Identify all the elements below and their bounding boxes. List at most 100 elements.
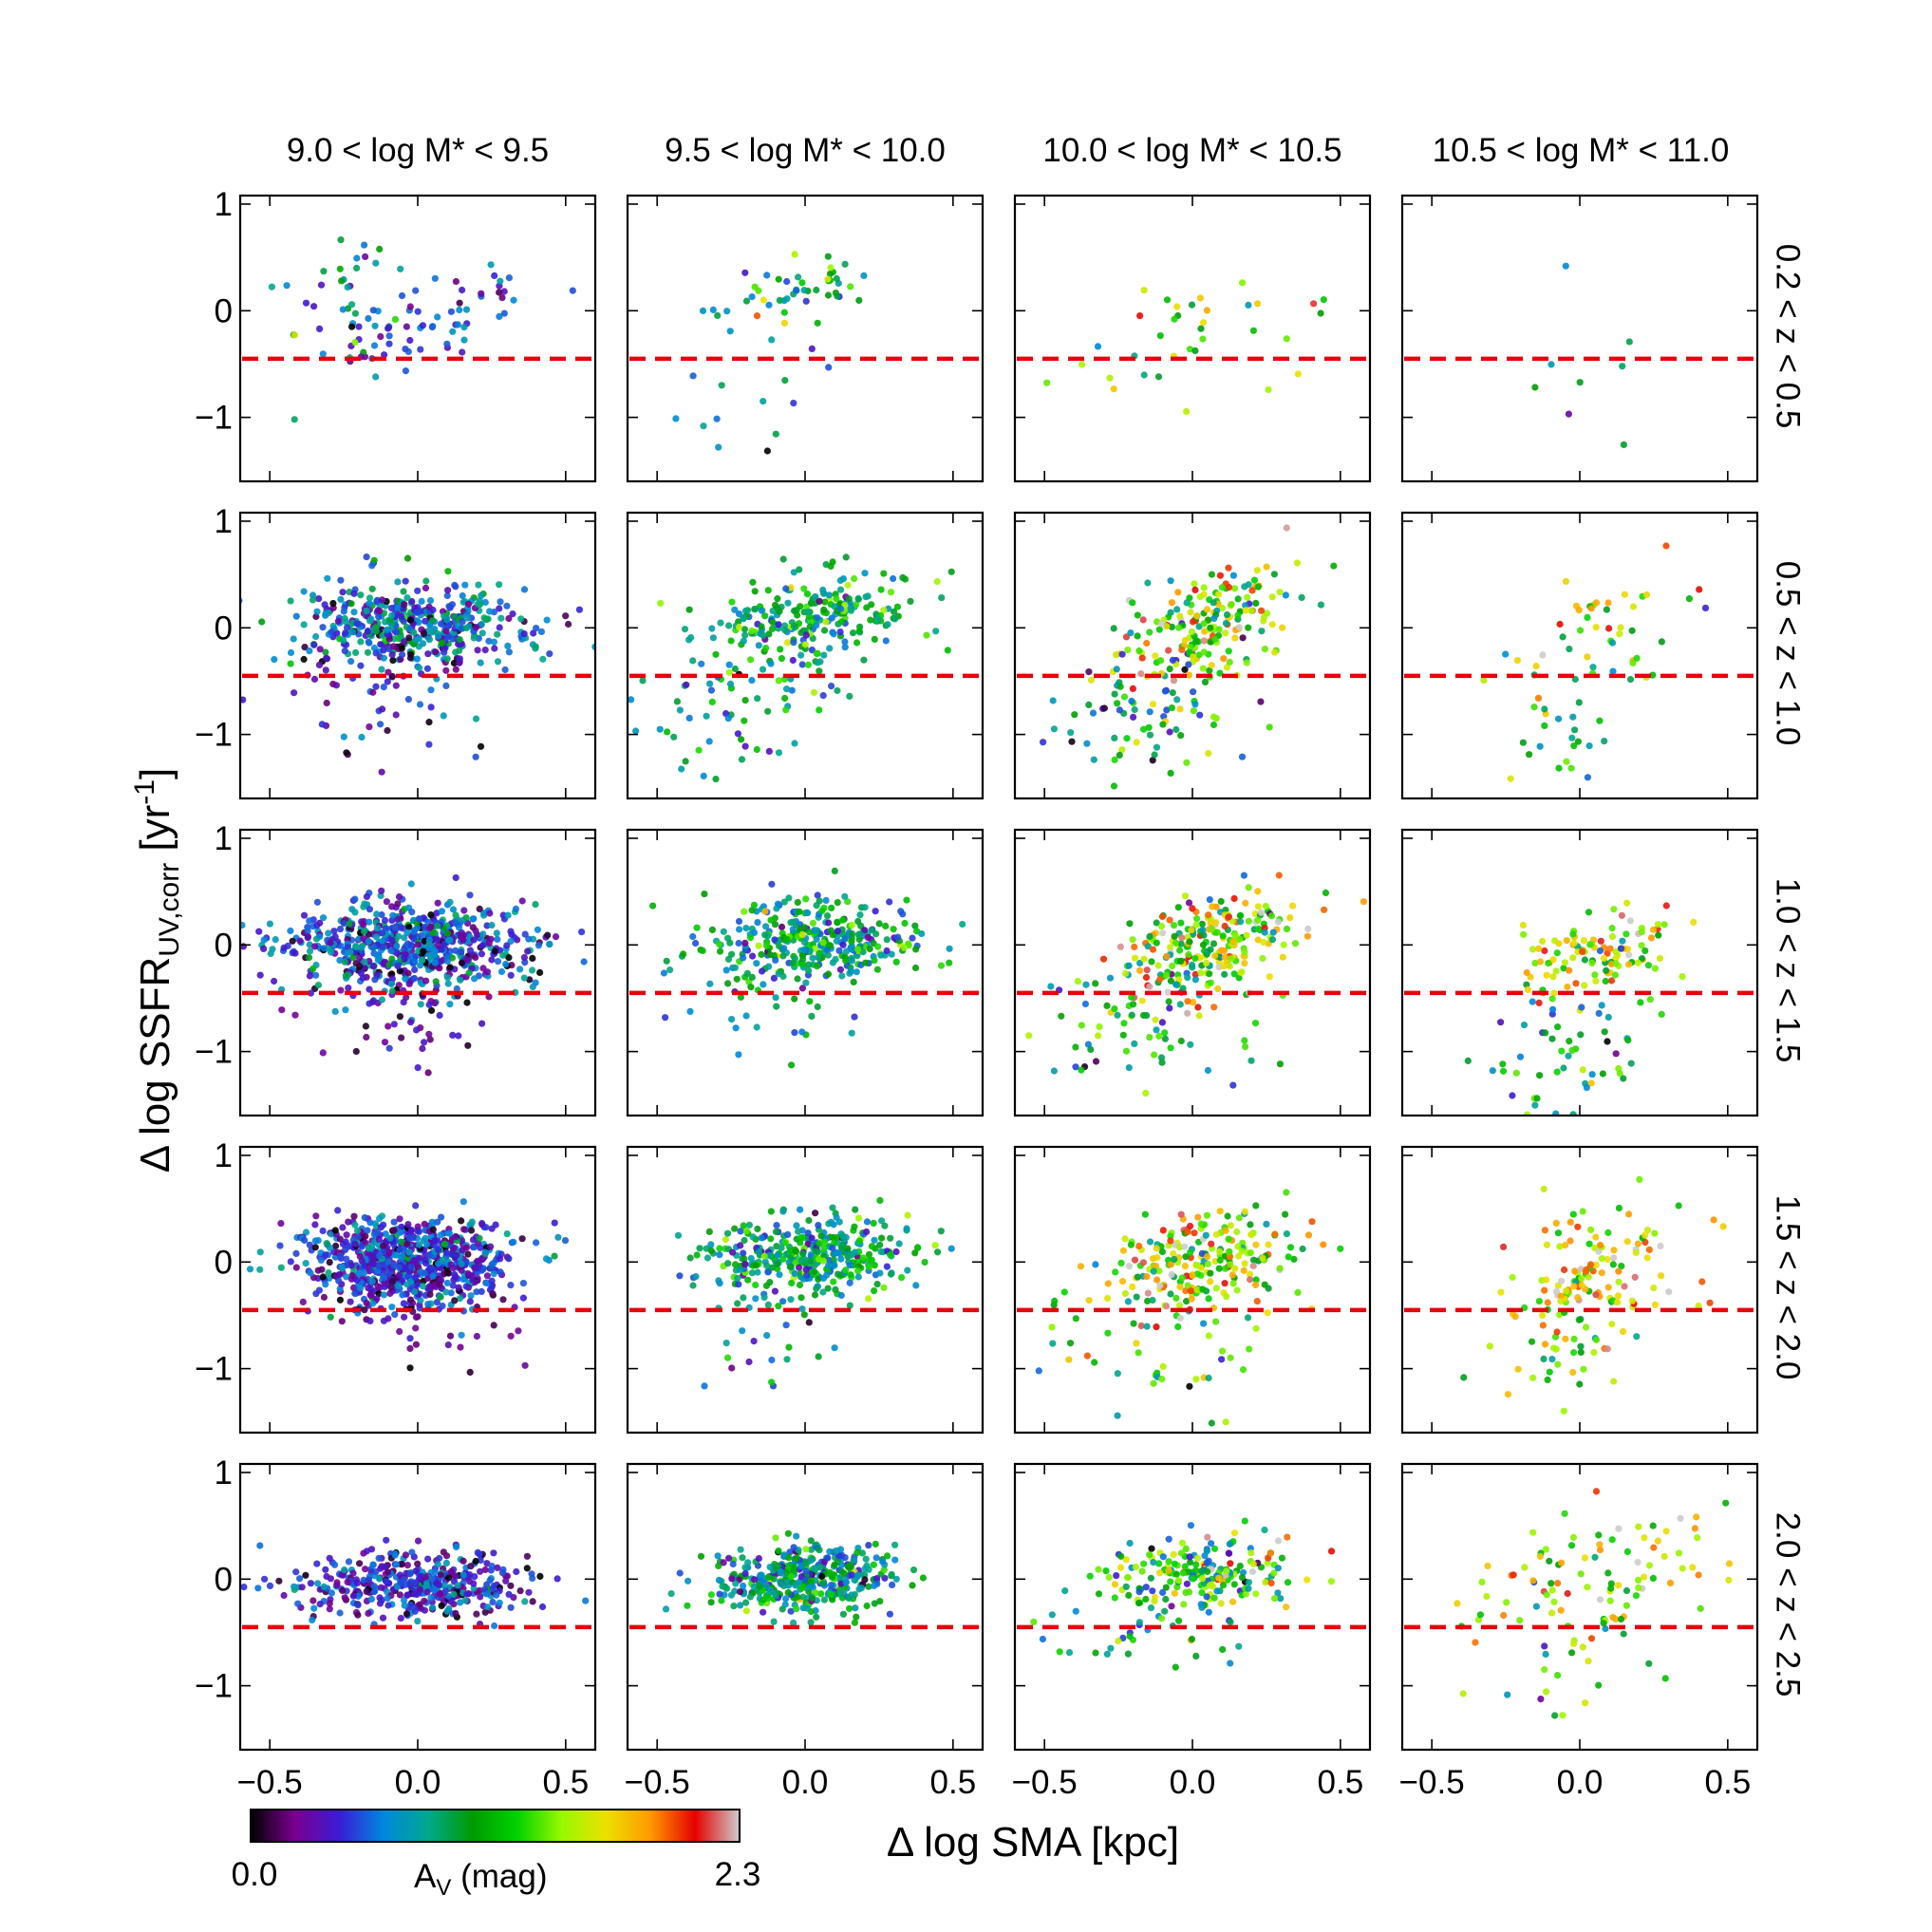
data-point <box>1111 1005 1118 1013</box>
data-point <box>883 1263 891 1270</box>
data-point <box>473 1332 480 1341</box>
data-point <box>880 607 888 614</box>
data-point <box>838 1244 846 1251</box>
data-point <box>876 1241 884 1248</box>
data-point <box>427 911 435 919</box>
data-point <box>1127 1241 1135 1248</box>
data-point <box>398 645 405 652</box>
data-point <box>900 944 909 951</box>
data-point <box>1140 287 1148 294</box>
data-point <box>1604 599 1612 607</box>
data-point <box>825 364 833 371</box>
data-point <box>1719 1223 1727 1230</box>
data-point <box>794 611 801 619</box>
data-point <box>376 245 384 253</box>
data-point <box>912 946 920 953</box>
data-point <box>1241 947 1248 956</box>
data-point <box>1156 1282 1164 1289</box>
data-point <box>306 941 313 948</box>
data-point <box>1242 1043 1249 1051</box>
data-point <box>311 1244 319 1251</box>
data-point <box>848 929 856 938</box>
data-point <box>1563 758 1570 765</box>
data-point <box>474 600 481 608</box>
data-point <box>340 920 347 928</box>
data-point <box>280 944 288 952</box>
data-point <box>689 657 697 665</box>
data-point <box>446 898 454 906</box>
data-point <box>1497 1288 1505 1296</box>
data-point <box>1157 923 1166 930</box>
data-point <box>507 937 515 946</box>
data-point <box>1169 689 1176 697</box>
data-point <box>487 1243 495 1250</box>
data-point <box>578 928 586 936</box>
data-point <box>1137 670 1145 678</box>
data-point <box>521 930 529 938</box>
data-point <box>1204 1260 1211 1267</box>
data-point <box>1203 307 1210 314</box>
data-point <box>826 645 834 652</box>
data-point <box>478 591 485 600</box>
data-point <box>1220 963 1228 970</box>
data-point <box>741 269 749 276</box>
data-point <box>770 974 778 982</box>
data-point <box>1569 930 1577 938</box>
data-point <box>813 649 820 658</box>
data-point <box>407 1263 415 1270</box>
data-point <box>1531 1101 1539 1109</box>
data-point <box>1577 1348 1585 1356</box>
data-point <box>762 923 770 930</box>
data-point <box>801 939 809 947</box>
scatter-panel: −101 <box>195 1137 597 1435</box>
data-point <box>776 1271 783 1279</box>
data-point <box>1225 1235 1232 1243</box>
data-point <box>1163 952 1171 960</box>
data-point <box>316 646 324 653</box>
data-point <box>847 1271 854 1279</box>
data-point <box>533 1239 540 1247</box>
data-point <box>1646 996 1654 1004</box>
data-point <box>1172 1294 1180 1302</box>
data-point <box>854 595 862 603</box>
data-point <box>426 1036 434 1043</box>
data-point <box>381 1039 389 1046</box>
data-point <box>1135 647 1143 655</box>
data-point <box>686 1254 694 1262</box>
data-point <box>1598 1002 1605 1009</box>
data-point <box>1293 559 1301 567</box>
data-point <box>1294 370 1302 378</box>
data-point <box>1578 1282 1585 1289</box>
data-point <box>429 1272 437 1280</box>
data-point <box>685 606 693 613</box>
data-point <box>828 904 835 912</box>
data-point <box>1557 1298 1565 1305</box>
data-point <box>1535 945 1543 952</box>
data-point <box>846 692 853 701</box>
data-point <box>504 911 512 919</box>
data-point <box>302 1229 310 1236</box>
data-point <box>754 695 761 703</box>
data-point <box>487 261 495 269</box>
data-point <box>670 733 678 741</box>
data-point <box>1580 937 1587 945</box>
data-point <box>1604 1013 1612 1022</box>
data-point <box>488 1284 496 1291</box>
data-point <box>346 920 353 928</box>
data-point <box>1257 698 1265 705</box>
data-point <box>766 951 774 959</box>
data-point <box>481 647 489 654</box>
data-point <box>1167 1044 1174 1052</box>
data-point <box>387 980 395 988</box>
data-point <box>357 1285 365 1292</box>
data-point <box>1187 1254 1194 1262</box>
data-point <box>366 1317 374 1324</box>
data-point <box>834 1270 842 1278</box>
data-point <box>664 728 671 736</box>
data-point <box>1130 1320 1137 1327</box>
data-point <box>351 339 359 347</box>
data-point <box>1140 955 1148 963</box>
data-point <box>433 1299 441 1306</box>
data-point <box>773 905 780 912</box>
data-point <box>836 576 844 585</box>
